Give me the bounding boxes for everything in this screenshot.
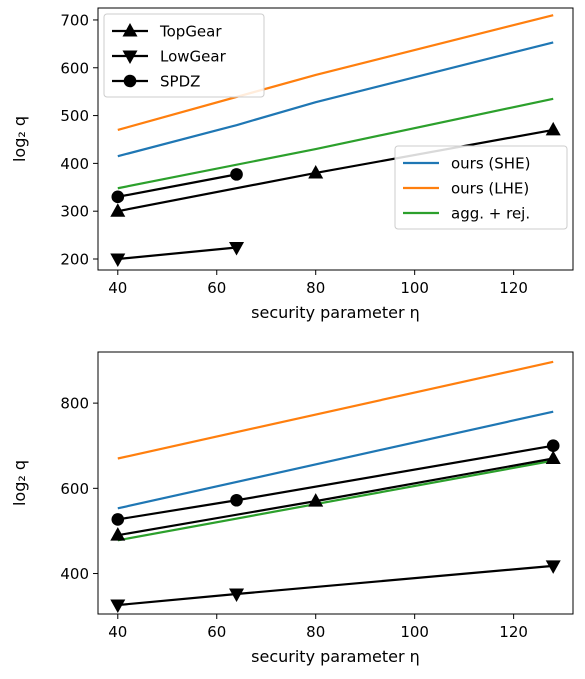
data-point (110, 527, 126, 541)
legend-label: LowGear (160, 48, 227, 66)
legend-box (103, 13, 265, 98)
series-line (117, 457, 554, 537)
legend-label: ours (SHE) (451, 155, 530, 173)
data-point (229, 242, 245, 256)
series-line (117, 246, 237, 261)
data-point (546, 439, 560, 453)
data-point (111, 513, 125, 526)
chart-2: 40 60 80 100 120 400 600 800 security parameter … (10, 351, 574, 666)
legend-label: agg. + rej. (451, 205, 530, 223)
series-line (117, 410, 554, 510)
legend-label: ours (LHE) (451, 180, 529, 198)
legend-center-right: ours (SHE) ours (LHE) agg. + rej. (394, 145, 568, 230)
x-tick-label: 80 (306, 623, 325, 641)
series-line (117, 564, 554, 607)
y-axis-label: log₂ q (10, 116, 29, 162)
data-point (308, 164, 324, 179)
series-line (117, 444, 554, 521)
x-tick-label: 120 (499, 623, 528, 641)
plot-frame (97, 7, 574, 271)
series-line (117, 360, 554, 460)
data-point (110, 253, 126, 268)
legend-box (394, 145, 568, 230)
legend-marker (123, 74, 137, 88)
x-axis-label: security parameter η (251, 303, 420, 322)
y-tick-label: 600 (60, 480, 89, 498)
y-tick-label: 800 (60, 395, 89, 413)
legend-marker (122, 23, 138, 37)
series-line (117, 14, 554, 131)
series-spdz (111, 168, 243, 204)
series-topgear (110, 450, 561, 541)
x-axis-label: security parameter η (251, 647, 420, 666)
x-tick-label: 80 (306, 279, 325, 297)
y-axis-label: log₂ q (10, 460, 29, 506)
x-tick-label: 60 (207, 279, 226, 297)
series-topgear (110, 121, 561, 217)
data-point (545, 450, 561, 465)
x-tick-label: 120 (499, 279, 528, 297)
series-agg-rej- (117, 459, 554, 542)
y-tick-label: 400 (60, 155, 89, 173)
series-ours-lhe- (117, 14, 554, 131)
series-line (117, 97, 554, 190)
y-tick-label: 600 (60, 59, 89, 77)
plot-frame (97, 351, 574, 615)
series-lowgear (110, 560, 561, 614)
y-tick-label: 400 (60, 565, 89, 583)
legend-label: TopGear (159, 23, 222, 41)
data-point (308, 493, 324, 507)
y-tick-label: 300 (60, 203, 89, 221)
data-point (230, 493, 243, 507)
series-agg-rej- (117, 97, 554, 190)
series-ours-she- (117, 41, 554, 158)
data-point (545, 560, 561, 574)
data-point (110, 599, 126, 614)
series-line (117, 41, 554, 158)
x-tick-label: 60 (207, 623, 226, 641)
y-tick-label: 500 (60, 107, 89, 125)
data-point (111, 190, 125, 204)
legend-top-left: TopGear LowGear SPDZ (103, 13, 265, 98)
y-tick-label: 700 (60, 11, 89, 29)
x-tick-label: 100 (400, 623, 429, 641)
series-line (117, 173, 237, 198)
series-ours-lhe- (117, 360, 554, 460)
y-tick-label: 200 (60, 251, 89, 269)
series-ours-she- (117, 410, 554, 510)
series-lowgear (110, 242, 245, 268)
x-tick-label: 40 (108, 623, 127, 641)
legend-marker (122, 50, 138, 64)
data-point (110, 203, 126, 217)
x-tick-label: 40 (108, 279, 127, 297)
data-point (545, 121, 561, 136)
legend-label: SPDZ (160, 73, 200, 91)
chart-1: 40 60 80 100 120 200 300 400 500 600 700 security p… (10, 7, 574, 322)
series-line (117, 459, 554, 542)
x-tick-label: 100 (400, 279, 429, 297)
data-point (229, 588, 245, 602)
series-spdz (111, 439, 560, 526)
data-point (230, 168, 243, 181)
